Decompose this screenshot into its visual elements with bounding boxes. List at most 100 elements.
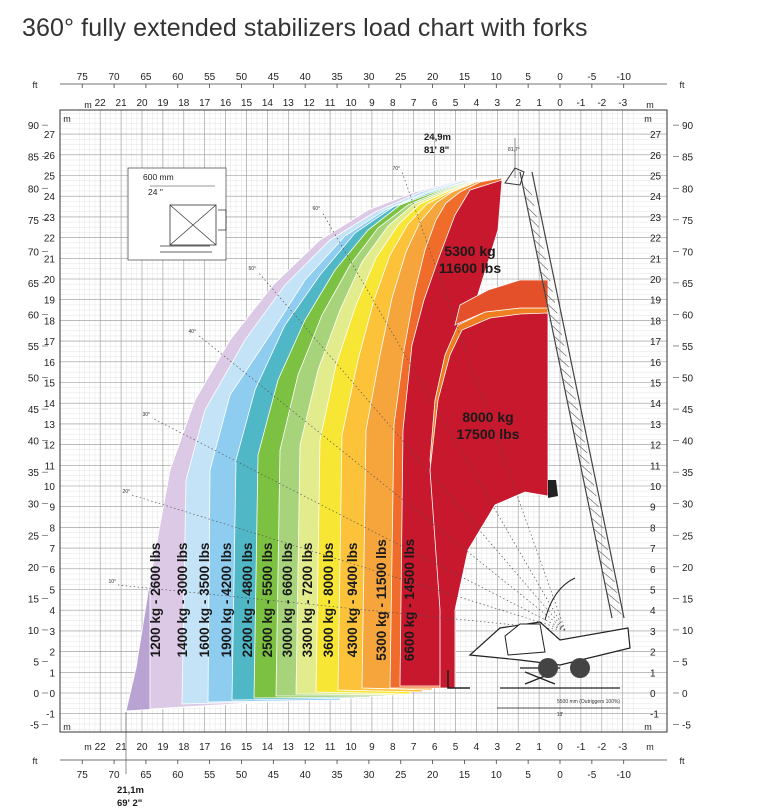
x-tick-ft-top: 40 [300,72,312,83]
boom-lattice [602,571,615,583]
x-tick-ft-top: -5 [587,72,596,83]
x-tick-ft-top: 35 [331,72,343,83]
boom-lattice [560,367,572,378]
x-tick-ft-bottom: 60 [172,770,184,781]
y-tick-ft-left: 10 [28,626,40,637]
y-tick-m-right: 8 [650,523,656,534]
y-tick-m-right: 18 [650,316,662,327]
page-title: 360° fully extended stabilizers load cha… [22,14,588,42]
fork-inset-in: 24 " [148,187,163,197]
y-tick-ft-left: 85 [28,153,40,164]
y-tick-ft-right: 0 [682,689,688,700]
boom-lattice [530,227,542,239]
boom-lattice [609,604,622,615]
x-tick-ft-top: -10 [616,72,631,83]
y-tick-ft-right: 85 [682,153,694,164]
x-tick-m-top: 11 [325,98,336,109]
y-tick-m-right: 26 [650,151,662,162]
x-tick-m-top: 21 [116,98,128,109]
boom-lattice [600,561,613,572]
y-tick-m-left: -1 [46,710,55,721]
load-zone-rim [454,279,549,326]
y-tick-m-right: 19 [650,296,662,307]
x-tick-ft-top: 65 [140,72,152,83]
boom-lattice [557,356,570,368]
y-tick-ft-left: 55 [28,342,40,353]
load-zone-label: 1200 kg - 2600 lbs [148,543,163,658]
load-zone-label: 1600 kg - 3500 lbs [197,543,212,658]
y-tick-m-left: 16 [44,358,56,369]
x-tick-m-bottom: 1 [536,742,542,753]
rotation-arrow [544,577,576,621]
fork-inset-tines [160,245,212,253]
x-tick-m-top: 16 [220,98,232,109]
x-tick-m-bottom: 20 [136,742,148,753]
x-tick-ft-bottom: -5 [587,770,596,781]
y-unit-label: m [644,114,652,124]
y-tick-ft-right: 90 [682,121,694,132]
boom-lattice [521,184,533,196]
y-tick-ft-right: 70 [682,247,694,258]
boom-lattice [569,410,581,421]
y-unit-label: m [63,722,71,732]
y-tick-ft-right: 80 [682,184,694,195]
x-tick-ft-bottom: 30 [363,770,375,781]
boom-lattice [566,399,579,411]
y-tick-m-left: 26 [44,151,56,162]
cab [504,623,546,656]
angle-label: 10° [108,579,116,585]
fork-inset-mm: 600 mm [143,172,174,182]
y-tick-ft-right: 55 [682,342,694,353]
y-tick-ft-right: 10 [682,626,694,637]
axis-unit-label: m [646,742,654,752]
chart-labels: 70° 60° 50° 40° 30° 20° 10° 1200 kg - 2600 lbs 1… [108,132,620,809]
x-tick-m-top: 15 [241,98,253,109]
y-tick-ft-right: 20 [682,563,694,574]
x-tick-ft-bottom: 45 [268,770,280,781]
forks-ground [447,670,470,689]
y-tick-m-right: 2 [650,648,656,659]
x-tick-ft-top: 50 [236,72,248,83]
y-tick-m-left: 5 [49,586,55,597]
boom-lattice [526,206,537,217]
y-tick-m-left: 25 [44,172,56,183]
x-tick-m-top: -2 [597,98,606,109]
fork-inset-box [169,204,217,246]
axis-unit-label: ft [32,80,38,90]
boom-lattice [528,217,540,228]
x-tick-ft-bottom: -10 [616,770,631,781]
y-tick-ft-left: 60 [28,310,40,321]
load-zone-label: 3000 kg - 6600 lbs [280,543,295,658]
y-unit-label: m [644,722,652,732]
angle-line [117,584,566,631]
x-tick-m-bottom: 14 [262,742,274,753]
boom-lattice [539,270,551,282]
y-tick-ft-left: 70 [28,247,40,258]
x-tick-m-top: 17 [199,98,211,109]
x-tick-ft-bottom: 55 [204,770,216,781]
y-tick-m-left: 8 [49,523,55,534]
y-tick-ft-right: 35 [682,468,694,479]
boom-lattice [544,292,556,303]
x-tick-m-top: 10 [345,98,357,109]
x-tick-ft-top: 75 [77,72,89,83]
y-tick-m-right: 10 [650,482,662,493]
x-tick-m-bottom: 13 [283,742,295,753]
y-tick-m-left: 7 [49,544,55,555]
y-tick-m-right: 23 [650,213,662,224]
x-tick-m-bottom: 8 [390,742,396,753]
x-tick-ft-top: 45 [268,72,280,83]
load-zone-label: 4300 kg - 9400 lbs [345,543,360,658]
boom-lattice [589,507,602,518]
x-tick-ft-top: 15 [459,72,471,83]
y-tick-ft-left: 15 [28,594,40,605]
x-tick-m-bottom: 7 [411,742,417,753]
wheel [538,658,558,678]
axes: 7575707065656060555550504545404035353030… [28,72,694,781]
y-tick-m-left: 9 [49,503,55,514]
angle-label: 50° [248,266,256,272]
y-tick-m-right: 9 [650,503,656,514]
x-tick-m-top: -1 [576,98,585,109]
angle-line [401,171,566,631]
